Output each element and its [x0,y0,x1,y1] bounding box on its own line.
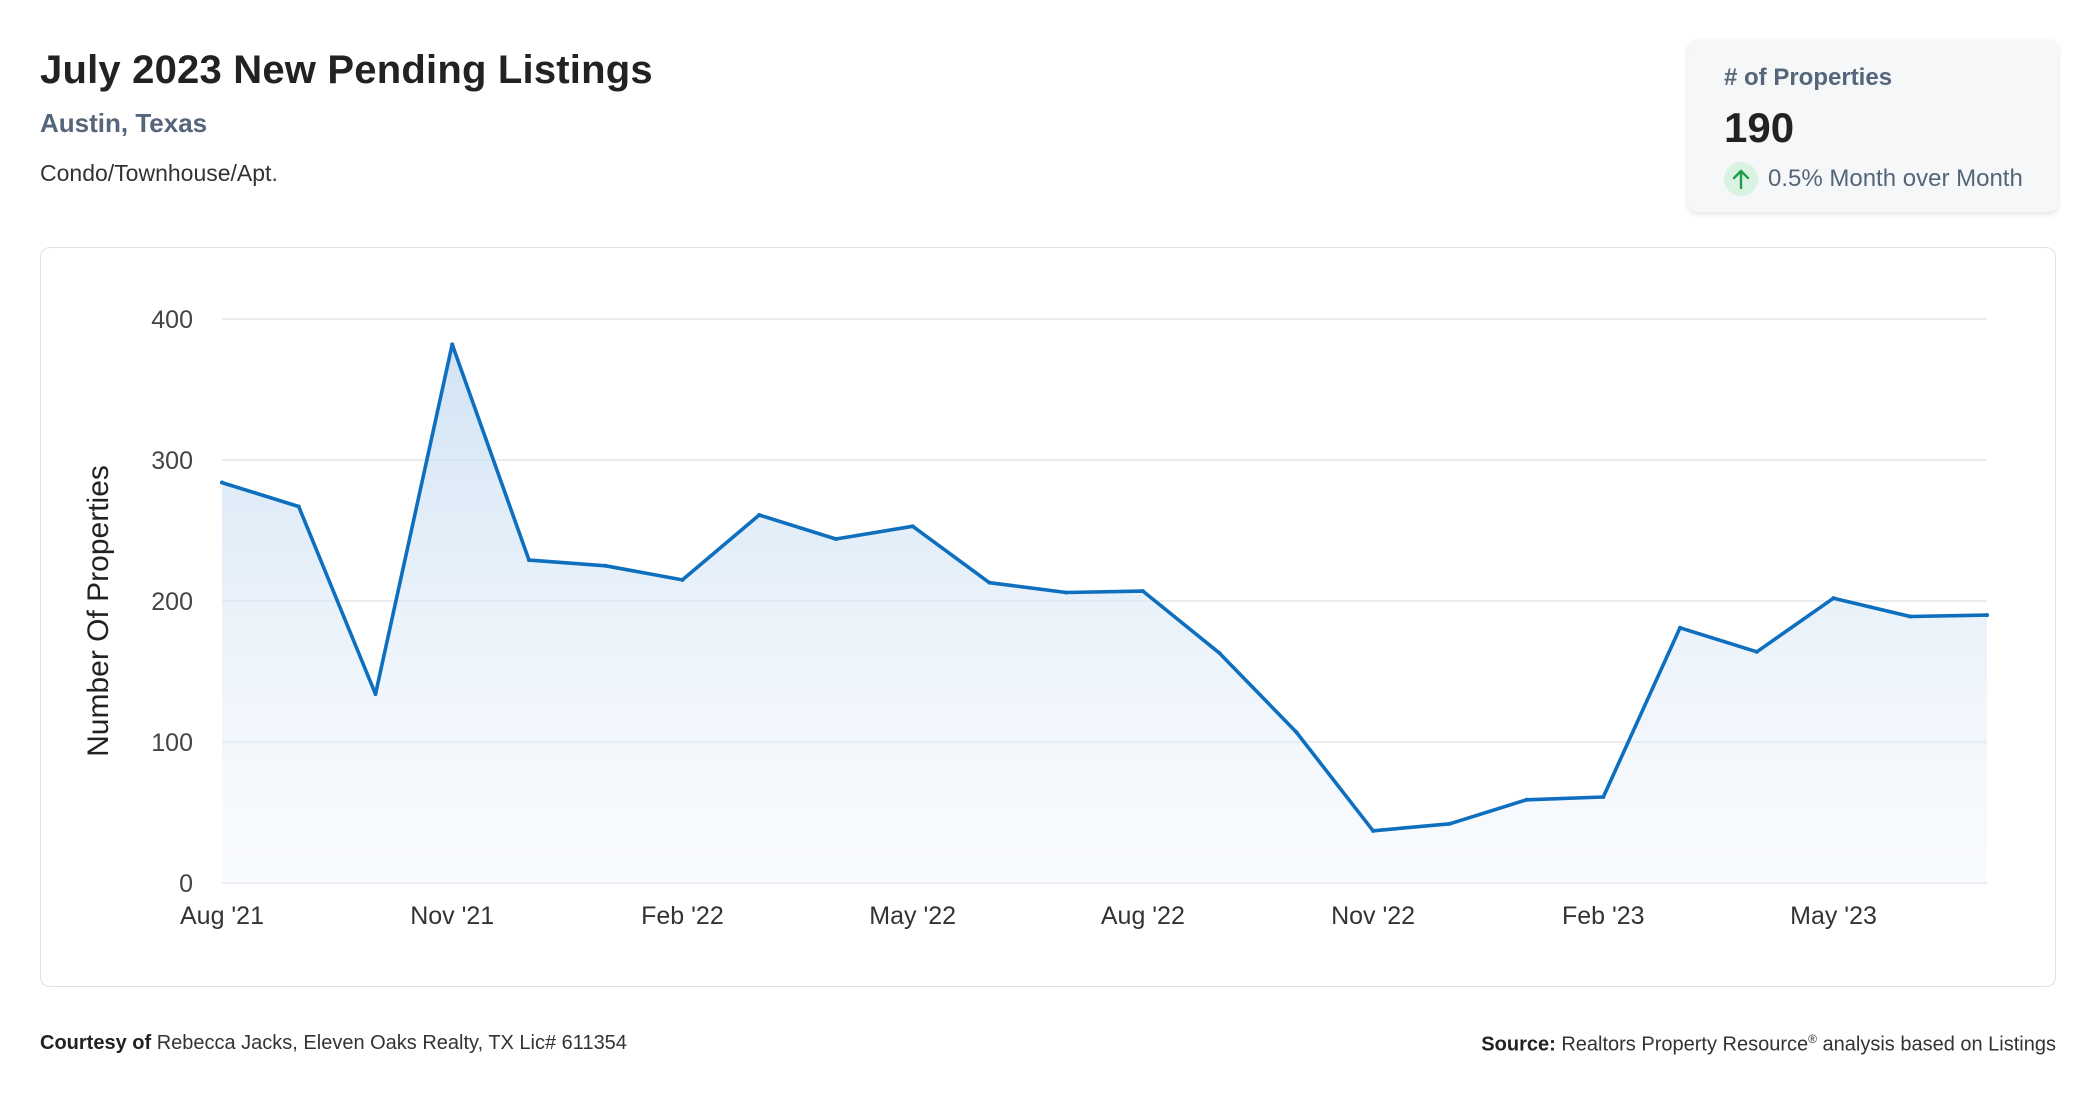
y-tick-label: 100 [151,729,193,757]
data-point [1985,613,1989,618]
kpi-label: # of Properties [1724,64,1893,91]
courtesy-label: Courtesy of [40,1032,152,1054]
y-axis-label: Number Of Properties [82,465,115,757]
x-tick-label: Aug '22 [1101,902,1185,930]
data-point [1524,797,1529,802]
registered-mark: ® [1808,1032,1817,1046]
courtesy-text: Rebecca Jacks, Eleven Oaks Realty, TX Li… [156,1032,627,1054]
series-area [222,344,1987,883]
line-area-chart: 0 100 200 300 400 Aug '21 Nov '21 Feb '22 May '… [82,306,1989,930]
x-tick-label: Feb '22 [641,902,724,930]
data-point [987,580,992,585]
kpi-change-text: 0.5% Month over Month [1768,165,2023,192]
source-text-a: Realtors Property Resource [1561,1033,1809,1056]
kpi-value: 190 [1724,104,1795,151]
series-line [220,342,1989,833]
x-tick-label: Feb '23 [1562,902,1645,930]
data-point [1754,649,1759,654]
footer-courtesy: Courtesy of Rebecca Jacks, Eleven Oaks R… [40,1032,627,1055]
data-point [373,692,378,697]
data-point [220,480,224,485]
data-point [1447,821,1452,826]
data-point [603,563,608,568]
data-point [1678,625,1683,630]
y-axis-ticks: 0 100 200 300 400 [151,306,193,898]
kpi-card: # of Properties 190 0.5% Month over Mont… [1688,40,2058,212]
x-tick-label: Nov '21 [410,902,494,930]
data-point [1140,589,1145,594]
data-point [833,536,838,541]
footer-source: Source: Realtors Property Resource® anal… [1481,1032,2056,1057]
property-type-label: Condo/Townhouse/Apt. [40,160,278,186]
data-point [910,524,915,529]
data-point [1217,651,1222,656]
y-tick-label: 300 [151,447,193,475]
data-point [296,504,301,509]
y-tick-label: 200 [151,588,193,616]
data-point [680,577,685,582]
arrow-up-icon [1724,162,1758,196]
x-axis-ticks: Aug '21 Nov '21 Feb '22 May '22 Aug '22 Nov '… [180,902,1877,930]
source-label: Source: [1481,1033,1556,1056]
chart-panel: 0 100 200 300 400 Aug '21 Nov '21 Feb '22 May '… [40,247,2056,987]
x-tick-label: May '23 [1790,902,1877,930]
data-point [1601,794,1606,799]
y-tick-label: 400 [151,306,193,334]
source-text-b: analysis based on Listings [1822,1033,2056,1056]
data-point [1908,614,1913,619]
location-subtitle: Austin, Texas [40,108,208,138]
x-tick-label: May '22 [869,902,956,930]
series-points [220,342,1989,833]
data-point [757,512,762,517]
x-tick-label: Aug '21 [180,902,264,930]
data-point [1831,596,1836,601]
kpi-change-row: 0.5% Month over Month [1724,162,2023,196]
page-title: July 2023 New Pending Listings [40,48,653,92]
data-point [1064,590,1069,595]
data-point [1371,828,1376,833]
data-point [450,342,455,347]
y-tick-label: 0 [179,870,193,898]
x-tick-label: Nov '22 [1331,902,1415,930]
data-point [526,558,531,563]
data-point [1294,730,1299,735]
